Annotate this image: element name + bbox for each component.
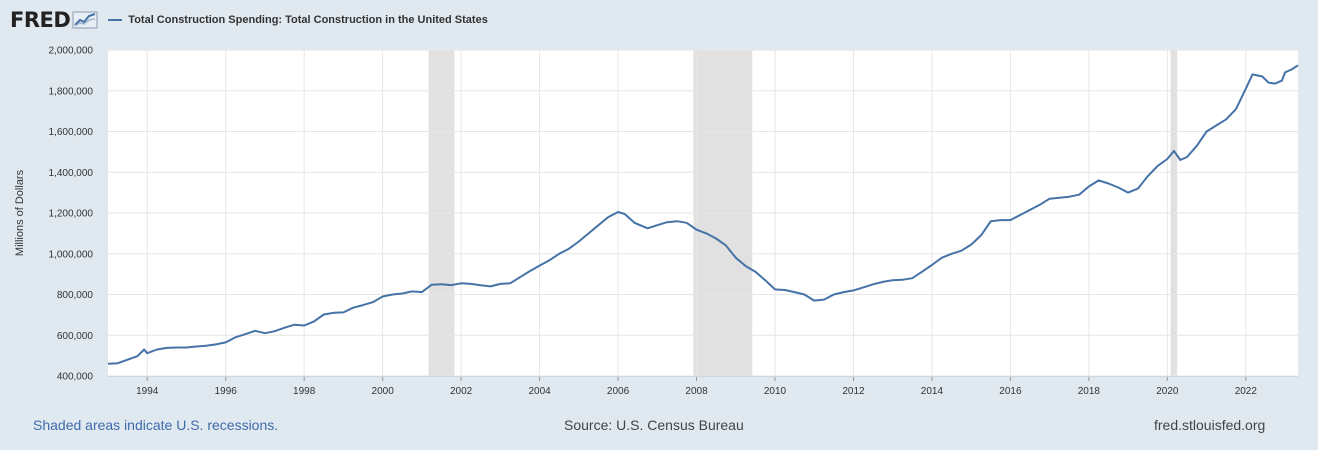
y-tick-label: 1,400,000 <box>49 168 94 179</box>
y-tick-label: 1,600,000 <box>49 127 94 138</box>
y-tick-label: 1,000,000 <box>49 249 94 260</box>
y-tick-label: 1,800,000 <box>49 86 94 97</box>
x-tick-label: 1994 <box>136 386 159 397</box>
x-tick-label: 2000 <box>372 386 395 397</box>
x-tick-label: 2012 <box>842 386 865 397</box>
x-tick-label: 2022 <box>1235 386 1258 397</box>
x-tick-label: 2020 <box>1156 386 1179 397</box>
fred-logo[interactable]: FRED <box>10 8 71 32</box>
legend-line-swatch <box>108 19 123 21</box>
x-tick-label: 1998 <box>293 386 316 397</box>
y-tick-label: 600,000 <box>57 331 94 342</box>
x-tick-label: 2002 <box>450 386 473 397</box>
x-tick-label: 2014 <box>921 386 944 397</box>
chart-header: FRED Total Construction Spending: Total … <box>10 6 488 34</box>
y-tick-label: 1,200,000 <box>49 209 94 220</box>
line-chart-icon <box>72 11 98 29</box>
construction-spending-chart: 400,000 600,000 800,000 1,000,000 1,200,000 1… <box>14 46 1299 397</box>
y-axis-label: Millions of Dollars <box>14 169 26 256</box>
y-tick-label: 2,000,000 <box>49 46 94 57</box>
x-tick-label: 2008 <box>685 386 708 397</box>
source-label: Source: U.S. Census Bureau <box>564 417 744 433</box>
x-tick-label: 1996 <box>215 386 238 397</box>
x-tick-label: 2016 <box>999 386 1022 397</box>
x-tick-label: 2006 <box>607 386 630 397</box>
axes-group: 400,000 600,000 800,000 1,000,000 1,200,000 1… <box>14 46 1298 397</box>
x-tick-label: 2004 <box>528 386 551 397</box>
x-tick-label: 2010 <box>764 386 787 397</box>
y-tick-label: 400,000 <box>57 372 94 383</box>
site-link[interactable]: fred.stlouisfed.org <box>1154 417 1266 433</box>
legend-series-title[interactable]: Total Construction Spending: Total Const… <box>128 14 488 26</box>
series-line <box>107 64 1299 365</box>
series-group <box>107 64 1299 365</box>
x-tick-label: 2018 <box>1078 386 1101 397</box>
recession-note-link[interactable]: Shaded areas indicate U.S. recessions. <box>33 417 279 433</box>
y-tick-label: 800,000 <box>57 290 94 301</box>
